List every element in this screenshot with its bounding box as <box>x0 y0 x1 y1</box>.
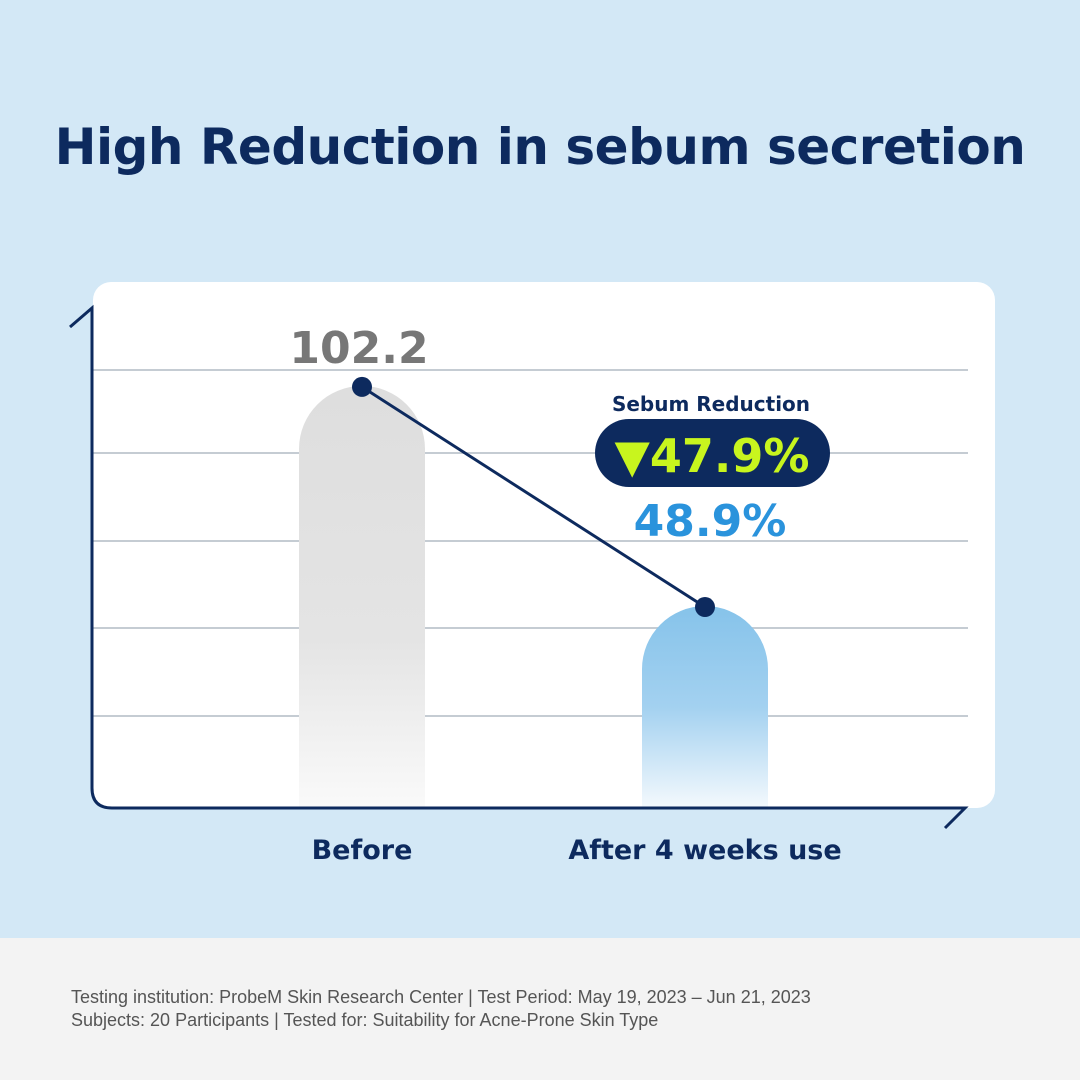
trend-line <box>361 385 706 609</box>
footer-line-1: Testing institution: ProbeM Skin Researc… <box>71 987 811 1007</box>
point-before <box>352 376 372 397</box>
x-label-before: Before <box>312 835 413 866</box>
reduction-badge <box>595 419 830 487</box>
chart-card <box>93 282 995 808</box>
bar-before <box>299 385 425 808</box>
reduction-value: ▼47.9% <box>615 429 810 483</box>
annotation-label: Sebum Reduction <box>612 392 810 416</box>
footer-line-2: Subjects: 20 Participants | Tested for: … <box>71 1010 659 1030</box>
data-label-after: 48.9% <box>634 496 787 547</box>
footer: Testing institution: ProbeM Skin Researc… <box>0 938 1080 1080</box>
axis <box>69 304 969 830</box>
point-after <box>695 597 715 618</box>
x-label-after: After 4 weeks use <box>568 835 841 866</box>
bar-after <box>642 606 768 808</box>
page-title: High Reduction in sebum secretion <box>54 118 1026 176</box>
data-label-before: 102.2 <box>289 323 428 374</box>
